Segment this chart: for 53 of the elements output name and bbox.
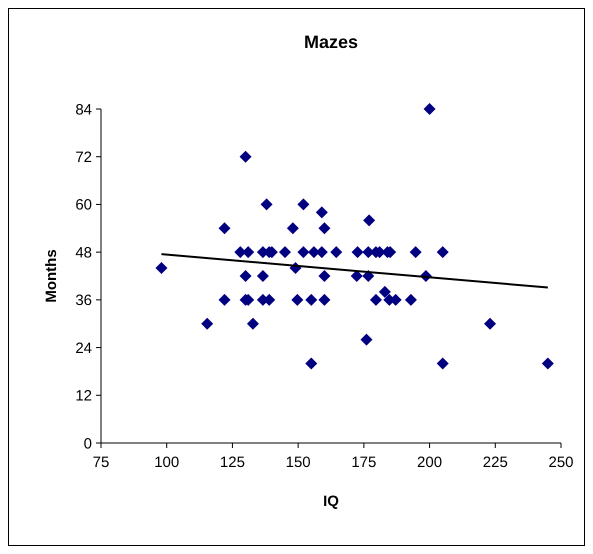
- point: [305, 357, 318, 370]
- x-tick-label: 175: [351, 454, 376, 471]
- x-tick-label: 200: [417, 454, 442, 471]
- point: [378, 286, 391, 298]
- point: [279, 246, 291, 258]
- y-tick-label: 24: [75, 340, 92, 357]
- point: [260, 198, 273, 210]
- point: [316, 206, 328, 218]
- point: [318, 294, 330, 306]
- point: [256, 270, 269, 282]
- point: [218, 222, 231, 234]
- point: [240, 270, 252, 282]
- point: [218, 294, 231, 306]
- point: [318, 270, 330, 282]
- y-axis-title: Months: [43, 249, 60, 303]
- y-tick-label: 48: [75, 244, 92, 262]
- x-tick-label: 100: [154, 454, 180, 471]
- point: [424, 103, 436, 115]
- point: [286, 222, 299, 234]
- x-tick-label: 250: [548, 454, 574, 471]
- point: [291, 294, 304, 306]
- y-tick-label: 84: [75, 101, 92, 118]
- point: [352, 246, 364, 258]
- x-tick-label: 125: [220, 454, 245, 471]
- point: [350, 270, 363, 282]
- point: [155, 262, 168, 274]
- y-tick-label: 36: [75, 292, 92, 310]
- point: [297, 246, 310, 258]
- y-tick-label: 0: [84, 435, 92, 452]
- y-tick-label: 60: [75, 196, 92, 214]
- point: [410, 246, 422, 258]
- y-tick-label: 12: [75, 388, 92, 405]
- point: [305, 294, 318, 306]
- chart-title: Mazes: [304, 32, 358, 52]
- point: [436, 357, 449, 370]
- point: [330, 246, 342, 258]
- x-axis-title: IQ: [323, 493, 340, 510]
- point: [484, 318, 496, 330]
- point: [318, 222, 330, 234]
- x-tick-label: 225: [482, 454, 508, 471]
- point: [436, 246, 449, 258]
- point: [542, 357, 554, 370]
- point: [404, 294, 417, 306]
- x-tick-label: 75: [92, 454, 110, 471]
- point: [363, 214, 376, 226]
- point: [297, 198, 310, 210]
- x-tick-label: 150: [286, 454, 311, 471]
- y-tick-label: 72: [75, 148, 92, 166]
- point: [201, 318, 214, 330]
- point: [360, 334, 372, 346]
- point: [370, 294, 382, 306]
- point: [240, 150, 252, 163]
- point: [246, 318, 259, 330]
